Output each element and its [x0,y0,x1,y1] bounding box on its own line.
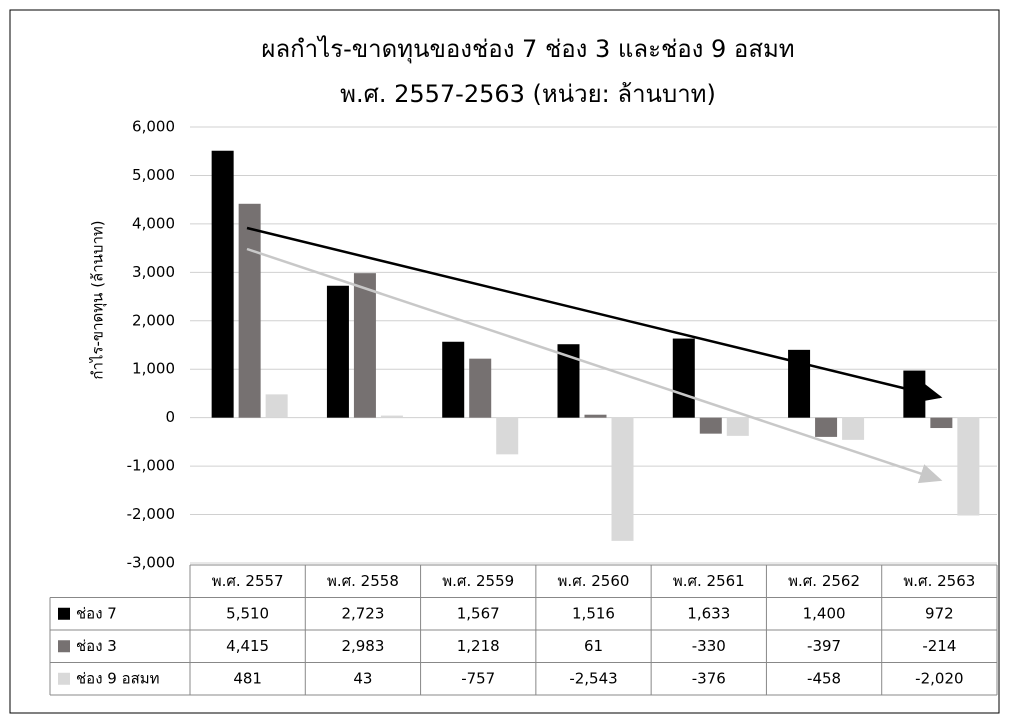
x-tick-label: พ.ศ. 2562 [788,572,860,590]
bar [903,370,926,418]
bar [557,344,580,418]
legend-key [58,607,70,620]
bar [699,417,722,434]
table-cell: 2,723 [341,604,384,622]
legend-label: ช่อง 3 [76,637,117,655]
legend-key [58,640,70,653]
y-tick-label: 1,000 [132,360,175,378]
x-tick-label: พ.ศ. 2557 [212,572,284,590]
table-cell: -2,543 [569,669,617,687]
bar [442,341,465,418]
table-cell: -2,020 [915,669,963,687]
bar [611,417,634,541]
table-cell: -397 [807,637,841,655]
table-cell: 61 [584,637,603,655]
chart-subtitle: พ.ศ. 2557-2563 (หน่วย: ล้านบาท) [340,80,716,108]
table-cell: 1,567 [457,604,500,622]
table-cell: 4,415 [226,637,269,655]
table-cell: 972 [925,604,954,622]
table-cell: -757 [461,669,495,687]
table-cell: -330 [692,637,726,655]
bar [496,417,519,455]
y-tick-label: 2,000 [132,311,175,329]
y-tick-label: -2,000 [127,505,175,523]
bar [469,358,492,418]
x-tick-label: พ.ศ. 2561 [673,572,745,590]
x-tick-label: พ.ศ. 2560 [558,572,630,590]
table-cell: 1,633 [687,604,730,622]
bar [726,417,749,436]
table-cell: 1,516 [572,604,615,622]
y-tick-label: 6,000 [132,118,175,136]
table-cell: 1,400 [803,604,846,622]
legend-label: ช่อง 9 อสมท [76,669,160,687]
bar [353,273,376,418]
bar [211,150,234,418]
bar [265,394,288,418]
bar [584,414,607,418]
legend-label: ช่อง 7 [76,604,117,622]
bar [815,417,838,437]
x-tick-label: พ.ศ. 2559 [442,572,514,590]
bar [957,417,980,516]
bar [672,338,695,418]
y-tick-label: 0 [165,408,175,426]
bar [788,349,811,418]
bar [930,417,953,429]
bar [380,415,403,418]
bar [326,285,349,418]
legend-key [58,672,70,685]
bar [842,417,865,440]
table-cell: 43 [353,669,372,687]
trend-line [246,247,943,484]
y-axis-label: กำไร-ขาดทุน (ล้านบาท) [89,220,108,379]
table-cell: -376 [692,669,726,687]
table-cell: -214 [922,637,956,655]
table-cell: -458 [807,669,841,687]
trend-line [246,226,943,402]
table-cell: 5,510 [226,604,269,622]
x-tick-label: พ.ศ. 2563 [903,572,975,590]
y-tick-label: 4,000 [132,214,175,232]
bar [238,203,261,418]
x-tick-label: พ.ศ. 2558 [327,572,399,590]
y-tick-label: 3,000 [132,263,175,281]
table-cell: 2,983 [341,637,384,655]
table-cell: 481 [233,669,262,687]
y-tick-label: -3,000 [127,554,175,572]
y-tick-label: -1,000 [127,457,175,475]
chart-title: ผลกำไร-ขาดทุนของช่อง 7 ช่อง 3 และช่อง 9 … [261,35,794,64]
y-tick-label: 5,000 [132,166,175,184]
table-cell: 1,218 [457,637,500,655]
